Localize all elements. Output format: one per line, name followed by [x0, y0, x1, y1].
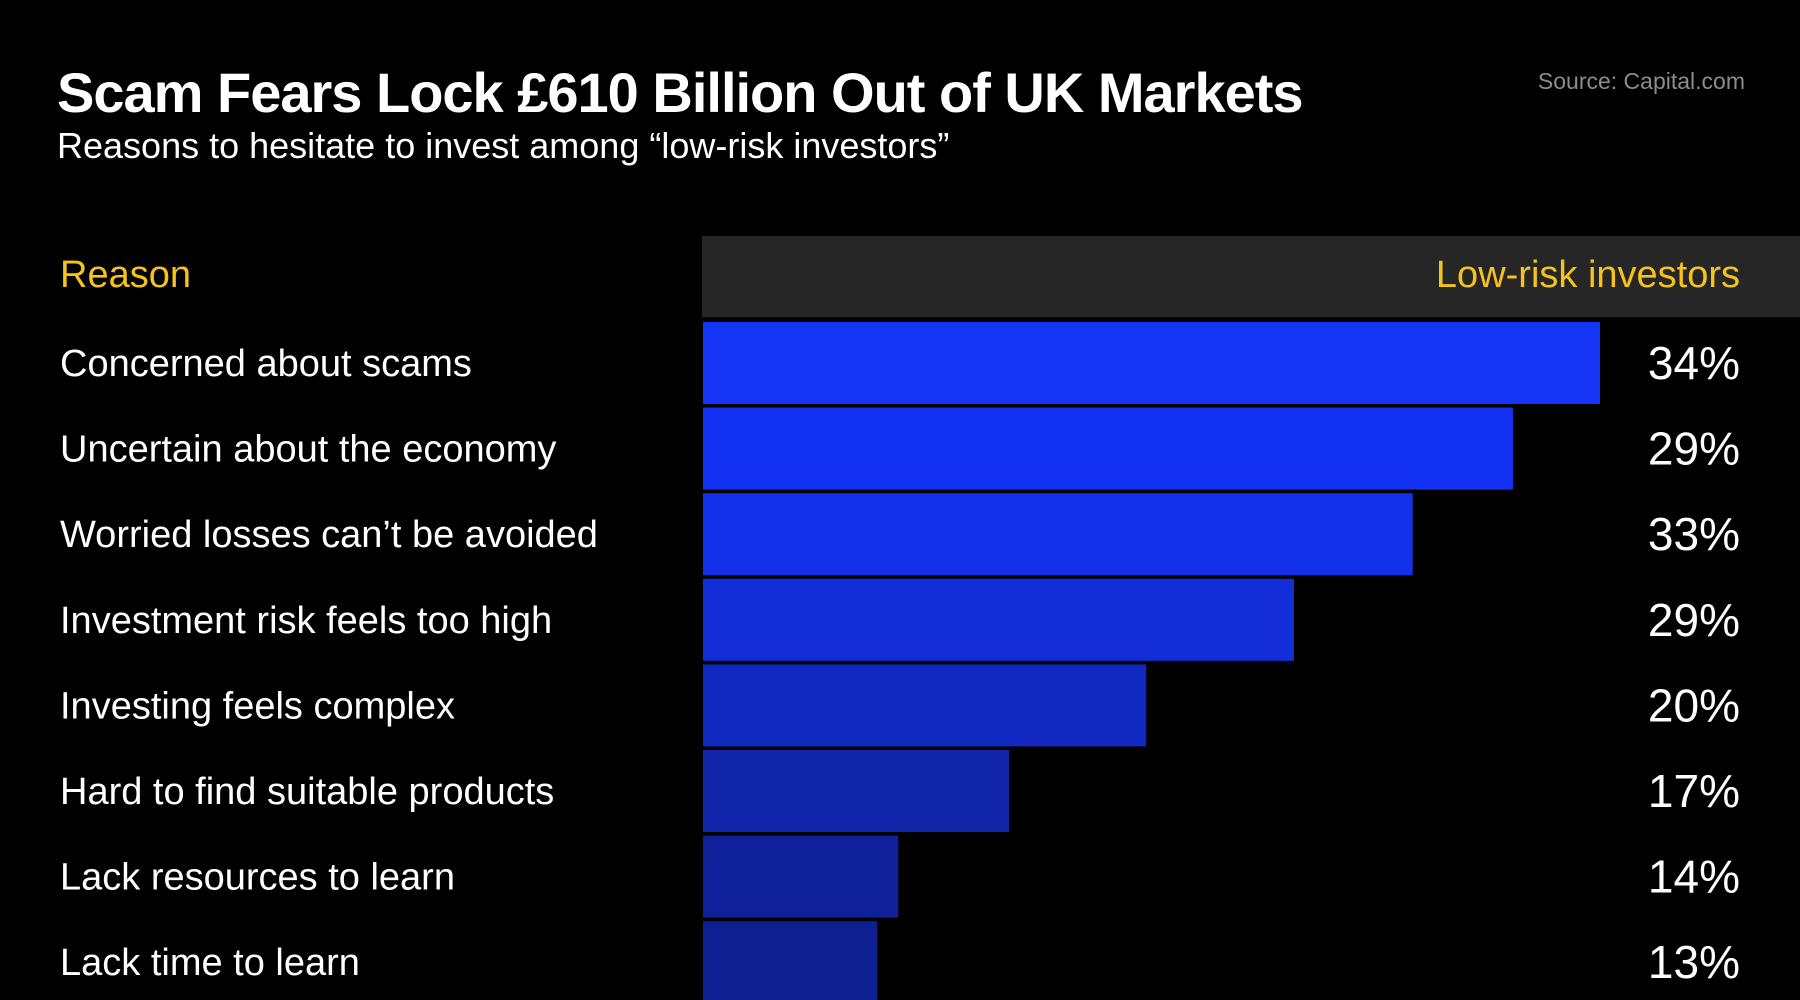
reason-column-header: Reason: [60, 254, 191, 296]
bar: [703, 835, 899, 918]
category-label: Worried losses can’t be avoided: [60, 514, 598, 556]
bar: [703, 750, 1010, 832]
category-label: Concerned about scams: [60, 343, 472, 385]
category-label: Uncertain about the economy: [60, 429, 556, 471]
category-label: Investing feels complex: [60, 685, 455, 727]
category-label: Hard to find suitable products: [60, 771, 554, 813]
chart-subtitle: Reasons to hesitate to invest among “low…: [57, 125, 950, 166]
category-label: Lack resources to learn: [60, 857, 455, 899]
value-label: 29%: [1648, 423, 1740, 475]
bar: [703, 664, 1147, 747]
value-label: 17%: [1648, 765, 1740, 817]
column-header-band: [702, 236, 1800, 317]
bar: [703, 407, 1513, 490]
category-label: Lack time to learn: [60, 942, 360, 984]
value-label: 20%: [1648, 679, 1740, 731]
value-label: 29%: [1648, 594, 1740, 646]
series-column-header: Low-risk investors: [1435, 254, 1740, 296]
value-label: 13%: [1648, 936, 1740, 988]
bar: [703, 578, 1294, 661]
value-label: 34%: [1648, 337, 1740, 389]
bar: [703, 493, 1413, 576]
value-label: 33%: [1648, 508, 1740, 560]
value-label: 14%: [1648, 851, 1740, 903]
source-note: Source: Capital.com: [1537, 68, 1745, 94]
bar: [703, 921, 878, 1000]
bar: [703, 322, 1600, 404]
category-label: Investment risk feels too high: [60, 600, 552, 642]
chart-title: Scam Fears Lock £610 Billion Out of UK M…: [57, 61, 1304, 124]
